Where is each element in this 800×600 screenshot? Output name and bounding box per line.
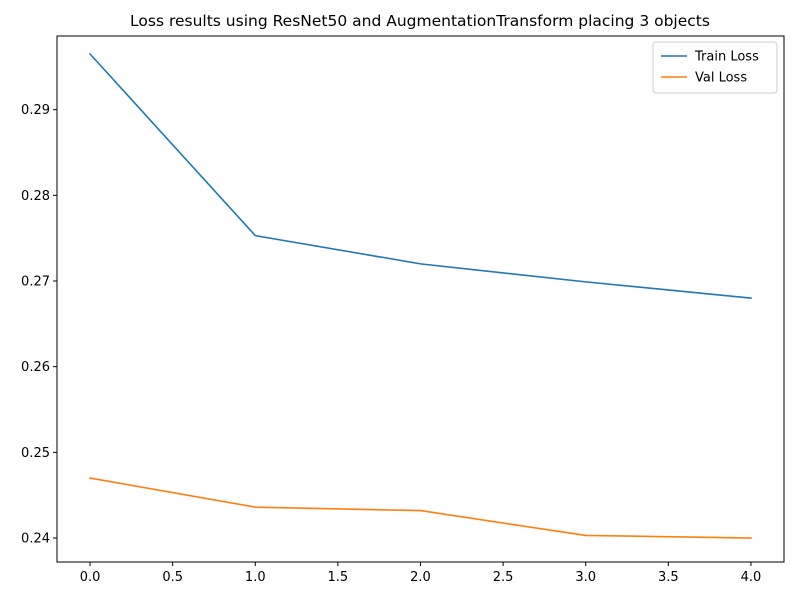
legend-label: Val Loss xyxy=(695,71,747,86)
plot-frame xyxy=(56,35,785,563)
y-tick-label: 0.25 xyxy=(21,446,50,461)
y-tick-label: 0.26 xyxy=(21,360,50,375)
x-tick-label: 1.0 xyxy=(245,570,266,585)
y-tick-label: 0.27 xyxy=(21,275,50,290)
y-tick-label: 0.29 xyxy=(21,103,50,118)
series-line-train-loss xyxy=(88,52,752,300)
x-axis: 0.0 0.5 1.0 1.5 2.0 2.5 3.0 3.5 4.0 xyxy=(80,562,762,585)
y-tick-label: 0.24 xyxy=(21,532,50,547)
y-axis: 0.24 0.25 0.26 0.27 0.28 0.29 xyxy=(21,103,57,547)
x-tick-label: 1.5 xyxy=(328,570,349,585)
x-tick-label: 4.0 xyxy=(741,570,762,585)
y-tick-label: 0.28 xyxy=(21,189,50,204)
series-layer xyxy=(88,52,752,539)
x-tick-label: 0.5 xyxy=(162,570,183,585)
x-tick-label: 3.0 xyxy=(575,570,596,585)
x-tick-label: 2.5 xyxy=(493,570,514,585)
x-tick-label: 3.5 xyxy=(658,570,679,585)
chart-title: Loss results using ResNet50 and Augmenta… xyxy=(130,12,710,30)
legend: Train Loss Val Loss xyxy=(652,41,778,94)
legend-label: Train Loss xyxy=(694,50,759,65)
legend-box xyxy=(652,41,778,94)
series-line-val-loss xyxy=(89,477,752,539)
x-tick-label: 0.0 xyxy=(80,570,101,585)
x-tick-label: 2.0 xyxy=(410,570,431,585)
